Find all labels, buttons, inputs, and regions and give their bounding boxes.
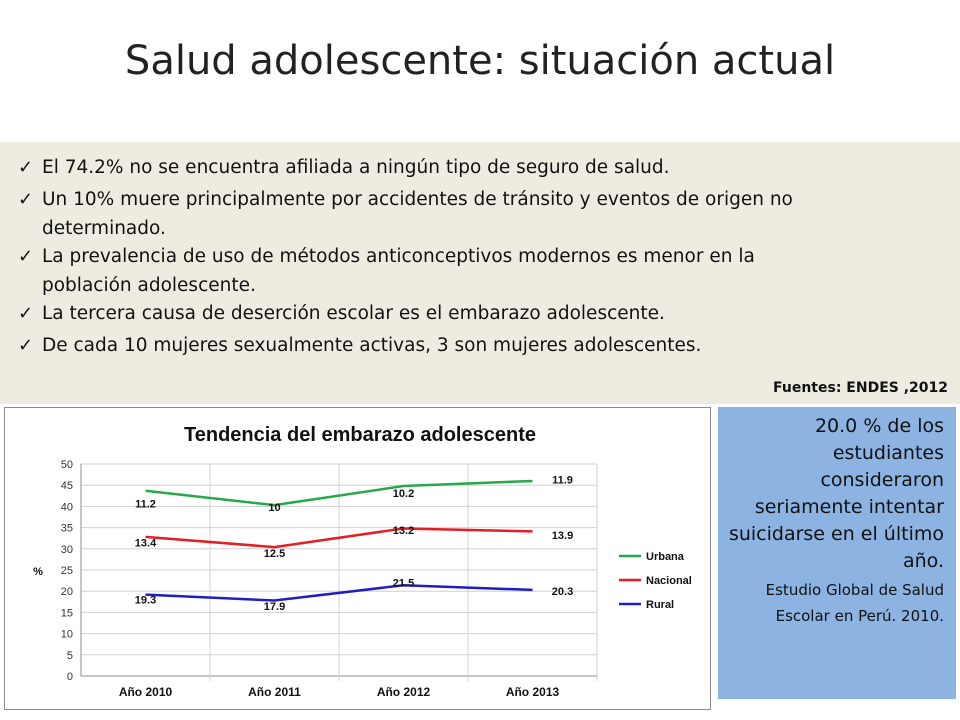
side-note-source: Estudio Global de Salud Escolar en Perú.… bbox=[765, 581, 944, 625]
legend-label: Rural bbox=[646, 599, 674, 611]
data-label: 11.9 bbox=[552, 475, 573, 487]
bullet-text: De cada 10 mujeres sexualmente activas, … bbox=[42, 335, 702, 356]
y-tick-label: 30 bbox=[61, 544, 73, 556]
sources-note: Fuentes: ENDES ,2012 bbox=[773, 380, 948, 396]
bullet-item: ✓ Un 10% muere principalmente por accide… bbox=[18, 184, 946, 241]
bullet-text: La tercera causa de deserción escolar es… bbox=[42, 303, 665, 324]
legend-label: Nacional bbox=[646, 575, 692, 587]
series-line-rural bbox=[145, 584, 533, 602]
x-tick-label: Año 2013 bbox=[506, 685, 560, 699]
data-label: 11.2 bbox=[135, 498, 156, 510]
data-label: 10.2 bbox=[393, 488, 414, 500]
bullet-item: ✓ La prevalencia de uso de métodos antic… bbox=[18, 241, 946, 298]
side-note-main: 20.0 % de los estudiantes consideraron s… bbox=[728, 415, 944, 572]
x-tick-label: Año 2011 bbox=[248, 685, 301, 699]
data-label: 13.9 bbox=[552, 530, 573, 542]
series-line-nacional bbox=[145, 527, 533, 549]
y-tick-label: 45 bbox=[61, 480, 73, 492]
data-label: 12.5 bbox=[264, 548, 285, 560]
check-icon: ✓ bbox=[18, 189, 34, 210]
y-tick-label: 5 bbox=[67, 650, 73, 662]
data-label: 13.2 bbox=[393, 525, 414, 537]
series-line-urbana bbox=[145, 479, 533, 507]
data-label: 10 bbox=[268, 502, 280, 514]
bullet-text-continued: población adolescente. bbox=[42, 275, 256, 296]
y-tick-label: 20 bbox=[61, 586, 73, 598]
slide-title: Salud adolescente: situación actual bbox=[124, 38, 836, 84]
check-icon: ✓ bbox=[18, 335, 34, 356]
y-tick-label: 10 bbox=[61, 629, 73, 641]
data-label: 17.9 bbox=[264, 601, 285, 613]
y-tick-label: 40 bbox=[61, 501, 73, 513]
y-tick-label: 35 bbox=[61, 523, 73, 535]
chart-title: Tendencia del embarazo adolescente bbox=[184, 424, 536, 446]
y-tick-label: 15 bbox=[61, 607, 73, 619]
data-label: 20.3 bbox=[552, 586, 573, 598]
side-note-panel: 20.0 % de los estudiantes consideraron s… bbox=[718, 407, 956, 699]
bullet-text: Un 10% muere principalmente por accident… bbox=[42, 189, 793, 210]
x-tick-label: Año 2012 bbox=[377, 685, 431, 699]
legend-label: Urbana bbox=[646, 551, 685, 563]
bullet-panel: ✓ El 74.2% no se encuentra afiliada a ni… bbox=[0, 142, 960, 404]
data-label: 13.4 bbox=[135, 537, 157, 549]
x-tick-label: Año 2010 bbox=[119, 685, 173, 699]
bullet-text: La prevalencia de uso de métodos anticon… bbox=[42, 246, 755, 267]
bullet-item: ✓ De cada 10 mujeres sexualmente activas… bbox=[18, 330, 946, 362]
y-tick-label: 50 bbox=[61, 459, 73, 471]
y-tick-label: 25 bbox=[61, 565, 73, 577]
bullet-list: ✓ El 74.2% no se encuentra afiliada a ni… bbox=[18, 152, 946, 362]
check-icon: ✓ bbox=[18, 157, 34, 178]
chart-frame: Tendencia del embarazo adolescente 0 5 10 15… bbox=[4, 407, 711, 710]
y-tick-label: 0 bbox=[67, 671, 73, 683]
bullet-text-continued: determinado. bbox=[42, 218, 166, 239]
bullet-item: ✓ El 74.2% no se encuentra afiliada a ni… bbox=[18, 152, 946, 184]
data-label: 21.5 bbox=[393, 578, 414, 590]
bullet-text: El 74.2% no se encuentra afiliada a ning… bbox=[42, 157, 670, 178]
data-label: 19.3 bbox=[135, 595, 156, 607]
bullet-item: ✓ La tercera causa de deserción escolar … bbox=[18, 298, 946, 330]
check-icon: ✓ bbox=[18, 303, 34, 324]
line-chart: Tendencia del embarazo adolescente 0 5 10 15… bbox=[33, 424, 692, 699]
check-icon: ✓ bbox=[18, 246, 34, 267]
y-axis-label: % bbox=[33, 566, 43, 578]
